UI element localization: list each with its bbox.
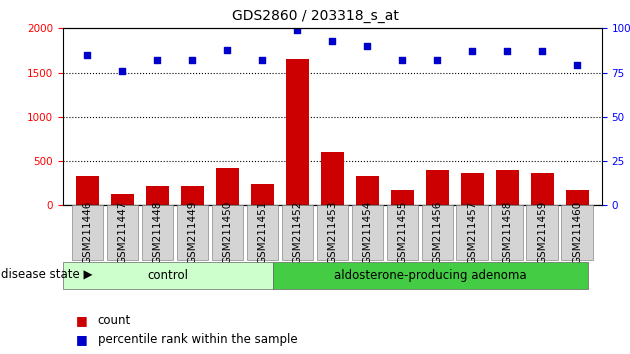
Point [83,52,93,58]
Bar [391,190,414,205]
Text: percentile rank within the sample: percentile rank within the sample [98,333,297,346]
Text: GSM211446: GSM211446 [83,201,93,264]
FancyBboxPatch shape [106,205,138,260]
Bar [76,176,99,205]
FancyBboxPatch shape [352,205,383,260]
Text: GSM211448: GSM211448 [152,201,163,264]
Point [537,48,547,54]
FancyBboxPatch shape [63,262,273,289]
Bar [146,186,169,205]
FancyBboxPatch shape [421,205,453,260]
Text: GSM211459: GSM211459 [537,201,547,264]
Point [398,57,408,63]
Text: disease state ▶: disease state ▶ [1,268,93,281]
Bar [426,170,449,205]
FancyBboxPatch shape [387,205,418,260]
Text: GSM211457: GSM211457 [467,201,478,264]
FancyBboxPatch shape [561,205,593,260]
Text: ■: ■ [76,333,88,346]
Bar [111,194,134,205]
FancyBboxPatch shape [491,205,523,260]
Point [467,48,478,54]
Point [502,48,512,54]
Text: GSM211447: GSM211447 [117,201,127,264]
Text: GSM211449: GSM211449 [187,201,197,264]
Text: ■: ■ [76,314,88,327]
Text: GSM211450: GSM211450 [222,201,232,264]
Point [328,38,338,44]
Text: control: control [147,269,188,282]
FancyBboxPatch shape [282,205,313,260]
Bar [496,170,518,205]
FancyBboxPatch shape [527,205,558,260]
FancyBboxPatch shape [246,205,278,260]
Point [187,57,197,63]
FancyBboxPatch shape [72,205,103,260]
Text: GSM211451: GSM211451 [258,201,267,264]
FancyBboxPatch shape [273,262,588,289]
Point [222,47,232,52]
Text: GSM211455: GSM211455 [398,201,407,264]
Point [362,43,372,49]
Text: count: count [98,314,131,327]
Text: GSM211458: GSM211458 [502,201,512,264]
Bar [251,184,274,205]
Bar [321,152,344,205]
Bar [531,173,554,205]
Bar [461,173,484,205]
Point [257,57,267,63]
Point [572,63,582,68]
Bar [286,59,309,205]
Text: GSM211453: GSM211453 [328,201,337,264]
Bar [356,176,379,205]
Bar [181,186,203,205]
FancyBboxPatch shape [176,205,208,260]
FancyBboxPatch shape [317,205,348,260]
Bar [216,168,239,205]
FancyBboxPatch shape [457,205,488,260]
Point [117,68,127,74]
Point [152,57,163,63]
Text: GSM211452: GSM211452 [292,201,302,264]
Text: GSM211456: GSM211456 [432,201,442,264]
FancyBboxPatch shape [212,205,243,260]
Bar [566,190,588,205]
Text: aldosterone-producing adenoma: aldosterone-producing adenoma [334,269,527,282]
Text: GDS2860 / 203318_s_at: GDS2860 / 203318_s_at [232,9,398,23]
Point [432,57,442,63]
Text: GSM211460: GSM211460 [572,201,582,264]
FancyBboxPatch shape [142,205,173,260]
Text: GSM211454: GSM211454 [362,201,372,264]
Point [292,27,302,33]
